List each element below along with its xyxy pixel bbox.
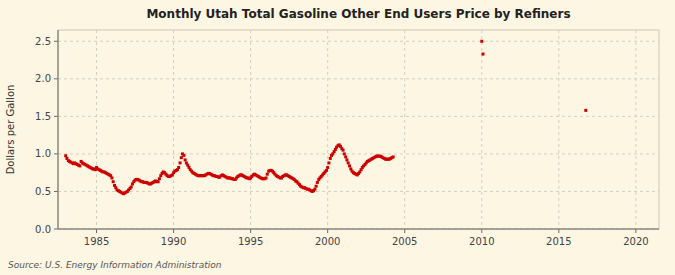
point [158,177,161,180]
point [78,164,81,167]
x-tick [250,229,251,233]
point [157,180,160,183]
point [342,149,345,152]
y-grid-line [58,153,659,154]
x-tick-label: 2005 [392,236,417,247]
x-grid-line [481,30,482,229]
x-tick-label: 2020 [623,236,648,247]
x-grid-line [635,30,636,229]
y-tick [54,153,58,154]
point [266,173,269,176]
point [180,156,183,159]
x-grid-line [96,30,97,229]
point [347,161,350,164]
x-tick [635,229,636,233]
x-tick-label: 2015 [546,236,571,247]
y-axis-line [58,30,59,229]
point [64,154,67,157]
y-tick [54,191,58,192]
x-tick [327,229,328,233]
axes: 0.0 0.5 1.0 1.5 2.0 2.5 1985 1990 1995 2000 2005 20… [35,30,659,247]
point [313,188,316,191]
y-tick-label: 0.0 [35,224,51,235]
point [345,158,348,161]
x-tick [96,229,97,233]
title: Monthly Utah Total Gasoline Other End Us… [146,7,570,21]
y-tick-label: 2.0 [35,73,51,84]
point [316,181,319,184]
y-grid-line [58,229,659,230]
point [480,40,483,43]
x-grid-line [173,30,174,229]
x-axis-line [58,229,659,230]
y-tick [54,116,58,117]
point [329,157,332,160]
x-grid-line [558,30,559,229]
x-tick [404,229,405,233]
y-tick-label: 1.0 [35,148,51,159]
point [325,169,328,172]
x-tick [558,229,559,233]
point [343,152,346,155]
x-tick-label: 1990 [161,236,186,247]
x-grid-line [250,30,251,229]
point [179,161,182,164]
y-tick-label: 0.5 [35,186,51,197]
point [348,164,351,167]
point [326,166,329,169]
x-tick-label: 1995 [238,236,263,247]
x-tick-label: 1985 [84,236,109,247]
point [130,185,133,188]
y-grid-line [58,116,659,117]
source: Source: U.S. Energy Information Administ… [8,260,222,270]
point [482,53,485,56]
y-tick [54,41,58,42]
point [344,155,347,158]
point [182,154,185,157]
y-axis-label: Dollars per Gallon [5,85,16,175]
point [315,185,318,188]
x-tick-label: 2000 [315,236,340,247]
y-grid-line [58,191,659,192]
x-tick-label: 2010 [469,236,494,247]
x-tick [173,229,174,233]
x-tick [481,229,482,233]
point [112,180,115,183]
point [392,155,395,158]
grid [58,30,659,229]
y-tick [54,229,58,230]
point [184,158,187,161]
y-grid-line [58,41,659,42]
plot-frame [58,30,659,229]
y-tick-label: 1.5 [35,111,51,122]
points [64,40,587,195]
y-tick-label: 2.5 [35,36,51,47]
x-grid-line [327,30,328,229]
y-grid-line [58,78,659,79]
y-tick [54,78,58,79]
chart: Monthly Utah Total Gasoline Other End Us… [0,0,675,275]
x-grid-line [404,30,405,229]
point [110,176,113,179]
point [177,166,180,169]
point [327,161,330,164]
point [584,109,587,112]
point [265,176,268,179]
